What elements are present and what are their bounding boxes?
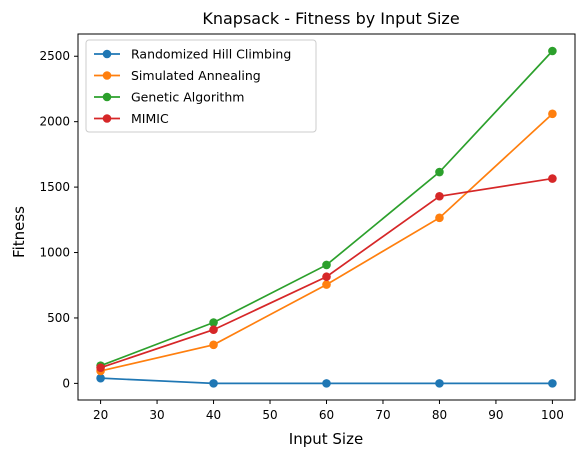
data-point <box>548 174 557 183</box>
data-point <box>322 260 331 270</box>
y-tick-label: 500 <box>47 311 70 325</box>
legend-label: Simulated Annealing <box>131 68 261 83</box>
legend-label: Genetic Algorithm <box>131 90 244 105</box>
legend-marker <box>102 49 112 59</box>
y-tick-label: 2000 <box>39 115 70 129</box>
data-point <box>322 272 331 282</box>
x-axis-title: Input Size <box>289 430 363 448</box>
x-tick-label: 60 <box>319 408 334 422</box>
x-tick-label: 50 <box>262 408 277 422</box>
data-point <box>209 340 218 350</box>
data-point <box>435 167 444 177</box>
x-tick-label: 20 <box>93 408 108 422</box>
y-axis-title: Fitness <box>10 206 28 258</box>
x-tick-label: 40 <box>206 408 221 422</box>
chart-title: Knapsack - Fitness by Input Size <box>202 9 459 28</box>
data-point <box>322 280 331 289</box>
data-point <box>548 46 557 56</box>
legend-label: MIMIC <box>131 111 169 126</box>
x-tick-label: 90 <box>488 408 503 422</box>
data-point <box>209 325 218 335</box>
x-tick-label: 30 <box>149 408 164 422</box>
data-point <box>209 318 218 327</box>
y-tick-label: 2500 <box>39 49 70 63</box>
data-point <box>435 213 444 223</box>
data-point <box>435 379 444 388</box>
legend-marker <box>102 92 112 102</box>
data-point <box>209 379 218 388</box>
x-tick-label: 100 <box>541 408 564 422</box>
legend-marker <box>102 71 112 80</box>
legend-box <box>85 39 317 133</box>
series-line <box>100 113 553 372</box>
data-point <box>435 191 444 201</box>
data-point <box>548 379 557 388</box>
data-point <box>96 373 105 383</box>
x-tick-label: 70 <box>375 408 390 422</box>
y-tick-label: 0 <box>62 376 70 390</box>
legend-marker <box>102 114 112 123</box>
x-tick-label: 80 <box>432 408 447 422</box>
y-tick-label: 1500 <box>39 180 70 194</box>
data-point <box>96 363 105 372</box>
data-point <box>322 379 331 388</box>
data-point <box>548 109 557 119</box>
y-tick-label: 1000 <box>39 246 70 260</box>
legend-label: Randomized Hill Climbing <box>131 47 291 62</box>
